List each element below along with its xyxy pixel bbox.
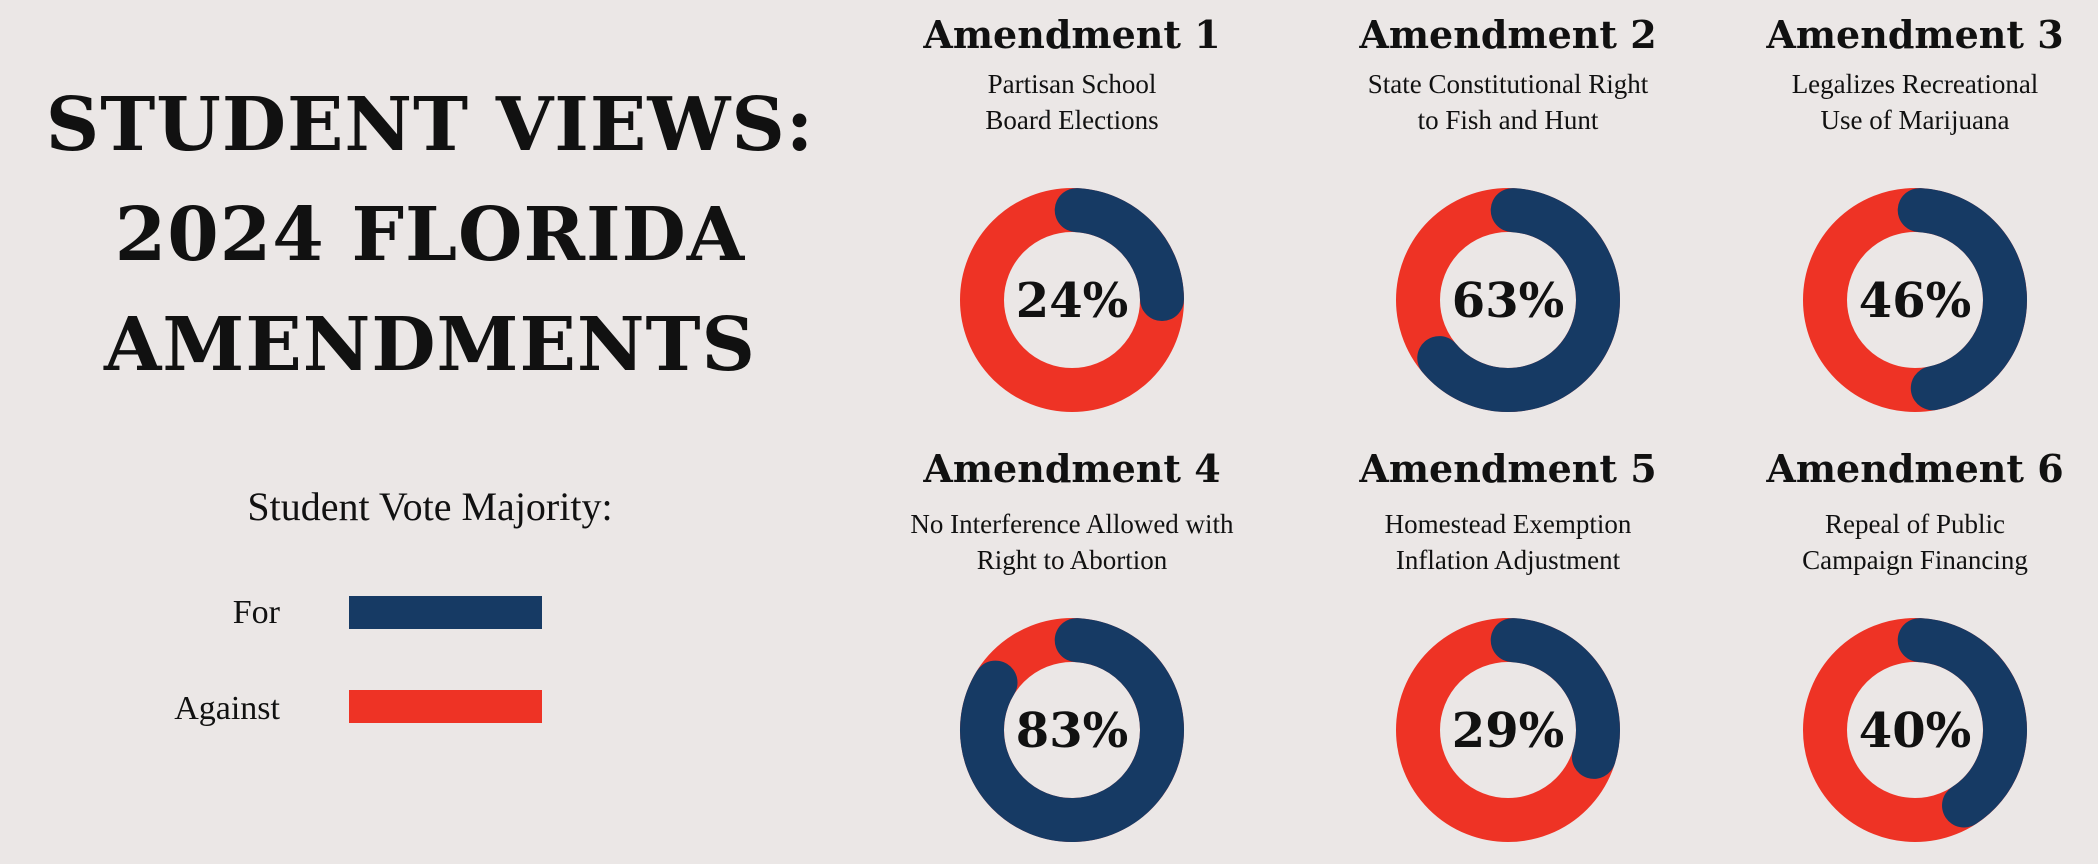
donut-slice-for xyxy=(1490,618,1620,779)
amendment-subtitle-line: Use of Marijuana xyxy=(1820,105,2010,135)
amendment-subtitle-line: No Interference Allowed with xyxy=(910,509,1234,539)
amendment-subtitle-line: Board Elections xyxy=(985,105,1159,135)
amendment-subtitle-line: Repeal of Public xyxy=(1825,509,2005,539)
amendment-panel-5: Amendment 5 Homestead Exemption Inflation … xyxy=(1303,444,1713,864)
amendment-panel-2: Amendment 2 State Constitutional Right to … xyxy=(1303,10,1713,430)
donut-chart: 63% xyxy=(1396,188,1620,412)
amendment-subtitle-line: State Constitutional Right xyxy=(1367,69,1649,99)
title-line-2: 2024 FLORIDA xyxy=(114,192,746,278)
amendment-subtitle: Repeal of Public Campaign Financing xyxy=(1710,506,2098,578)
page-title: STUDENT VIEWS: 2024 FLORIDA AMENDMENTS xyxy=(0,70,860,400)
amendment-panel-1: Amendment 1 Partisan School Board Election… xyxy=(867,10,1277,430)
donut-slice-for xyxy=(960,618,1184,842)
amendment-panel-4: Amendment 4 No Interference Allowed with R… xyxy=(867,444,1277,864)
donut-value-label: 29% xyxy=(1452,703,1564,759)
donut-value-label: 46% xyxy=(1859,273,1971,329)
donut-slice-for xyxy=(1417,188,1620,412)
donut-chart: 40% xyxy=(1803,618,2027,842)
amendment-panel-3: Amendment 3 Legalizes Recreational Use of … xyxy=(1710,10,2098,430)
amendment-title: Amendment 2 xyxy=(1359,12,1657,57)
legend-title: Student Vote Majority: xyxy=(247,484,613,529)
amendment-subtitle: Partisan School Board Elections xyxy=(867,66,1277,138)
amendment-subtitle-line: Campaign Financing xyxy=(1802,545,2028,575)
amendment-title: Amendment 3 xyxy=(1766,12,2064,57)
title-line-1: STUDENT VIEWS: xyxy=(45,82,815,168)
amendment-subtitle-line: to Fish and Hunt xyxy=(1417,105,1599,135)
amendment-subtitle: Legalizes Recreational Use of Marijuana xyxy=(1710,66,2098,138)
donut-chart: 83% xyxy=(960,618,1184,842)
amendment-subtitle-line: Homestead Exemption xyxy=(1384,509,1632,539)
donut-chart: 29% xyxy=(1396,618,1620,842)
amendment-subtitle: No Interference Allowed with Right to Abo… xyxy=(867,506,1277,578)
donut-slice-for xyxy=(1897,618,2027,828)
amendment-title: Amendment 1 xyxy=(923,12,1221,57)
donut-value-label: 63% xyxy=(1452,273,1564,329)
amendment-title: Amendment 6 xyxy=(1766,446,2064,491)
legend-swatch-for xyxy=(349,596,542,629)
amendment-subtitle-line: Partisan School xyxy=(987,69,1157,99)
donut-chart: 24% xyxy=(960,188,1184,412)
donut-chart: 46% xyxy=(1803,188,2027,412)
donut-value-label: 24% xyxy=(1016,273,1128,329)
amendment-subtitle-line: Legalizes Recreational xyxy=(1791,69,2039,99)
legend-swatch-against xyxy=(349,690,542,723)
title-line-3: AMENDMENTS xyxy=(103,302,756,388)
amendment-subtitle: Homestead Exemption Inflation Adjustment xyxy=(1303,506,1713,578)
donut-value-label: 83% xyxy=(1016,703,1128,759)
left-panel: STUDENT VIEWS: 2024 FLORIDA AMENDMENTS S… xyxy=(0,0,860,839)
amendment-subtitle-line: Right to Abortion xyxy=(976,545,1168,575)
amendment-title: Amendment 5 xyxy=(1359,446,1657,491)
donut-slice-for xyxy=(1897,188,2027,411)
legend-label-for: For xyxy=(232,594,280,631)
amendment-subtitle-line: Inflation Adjustment xyxy=(1395,545,1621,575)
donut-value-label: 40% xyxy=(1859,703,1971,759)
legend-label-against: Against xyxy=(174,690,280,727)
amendment-title: Amendment 4 xyxy=(923,446,1221,491)
donut-slice-for xyxy=(1054,188,1184,322)
amendment-panel-6: Amendment 6 Repeal of Public Campaign Fina… xyxy=(1710,444,2098,864)
amendment-subtitle: State Constitutional Right to Fish and Hu… xyxy=(1303,66,1713,138)
